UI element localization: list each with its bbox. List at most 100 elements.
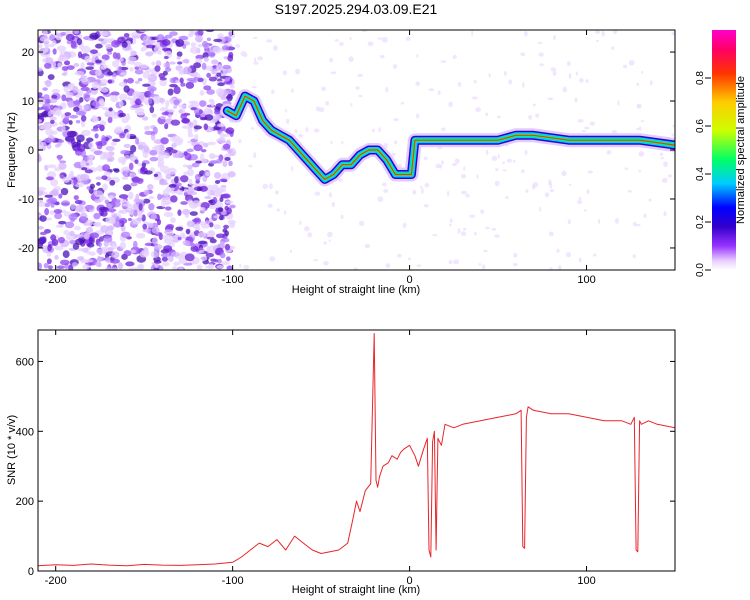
heatmap-cell bbox=[491, 228, 497, 231]
heatmap-cell bbox=[44, 208, 50, 216]
heatmap-cell bbox=[377, 37, 383, 40]
heatmap-cell bbox=[144, 125, 151, 130]
heatmap-cell bbox=[454, 158, 460, 164]
heatmap-cell bbox=[327, 231, 333, 238]
heatmap-cell bbox=[229, 222, 236, 229]
heatmap-cell bbox=[204, 65, 214, 71]
heatmap-cell bbox=[182, 164, 189, 168]
heatmap-cell bbox=[128, 162, 134, 171]
heatmap-cell bbox=[163, 152, 170, 159]
heatmap-cell bbox=[58, 236, 65, 244]
heatmap-cell bbox=[153, 267, 160, 270]
heatmap-cell bbox=[214, 180, 221, 184]
heatmap-cell bbox=[103, 171, 112, 176]
heatmap-cell bbox=[120, 231, 131, 238]
heatmap-cell bbox=[142, 198, 151, 204]
heatmap-cell bbox=[100, 65, 107, 70]
heatmap-cell bbox=[104, 199, 110, 204]
heatmap-cell bbox=[155, 60, 162, 67]
heatmap-cell bbox=[38, 201, 47, 208]
heatmap-cell bbox=[216, 72, 222, 77]
heatmap-cell bbox=[38, 189, 44, 197]
heatmap-cell bbox=[137, 77, 143, 82]
heatmap-cell bbox=[100, 225, 109, 233]
heatmap-cell bbox=[126, 96, 133, 101]
heatmap-cell bbox=[61, 94, 67, 102]
heatmap-cell bbox=[123, 32, 130, 38]
heatmap-cell bbox=[95, 261, 101, 267]
heatmap-cell bbox=[178, 35, 189, 41]
heatmap-cell bbox=[173, 99, 180, 106]
heatmap-cell bbox=[180, 175, 189, 183]
heatmap-cell bbox=[568, 183, 572, 187]
heatmap-cell bbox=[57, 62, 63, 68]
heatmap-cell bbox=[85, 97, 96, 101]
heatmap-cell bbox=[119, 209, 126, 214]
heatmap-cell bbox=[203, 123, 209, 131]
heatmap-cell bbox=[62, 250, 70, 259]
heatmap-cell bbox=[80, 119, 86, 128]
heatmap-cell bbox=[325, 101, 330, 106]
heatmap-cell bbox=[94, 69, 102, 76]
heatmap-cell bbox=[159, 77, 167, 81]
heatmap-cell bbox=[449, 218, 453, 224]
heatmap-cell bbox=[145, 51, 154, 57]
heatmap-cell bbox=[314, 191, 321, 196]
heatmap-cell bbox=[205, 171, 211, 177]
heatmap-cell bbox=[142, 71, 151, 79]
heatmap-cell bbox=[152, 145, 162, 151]
heatmap-cell bbox=[520, 52, 526, 57]
snr-ylabel: SNR (10 * v/v) bbox=[6, 415, 18, 485]
heatmap-cell bbox=[638, 151, 645, 157]
heatmap-cell bbox=[51, 88, 61, 94]
colorbar-tick-label: 0.2 bbox=[695, 215, 706, 229]
heatmap-cell bbox=[305, 127, 309, 133]
heatmap-cell bbox=[226, 265, 233, 270]
heatmap-cell bbox=[457, 227, 461, 234]
snr-panel: -200 -100 0 100 0 200 400 600 Height of straig… bbox=[6, 329, 676, 596]
heatmap-cell bbox=[95, 176, 103, 180]
heatmap-cell bbox=[89, 49, 98, 54]
heatmap-cell bbox=[101, 134, 106, 143]
heatmap-cell bbox=[253, 61, 259, 65]
heatmap-cell bbox=[38, 186, 47, 191]
heatmap-cell bbox=[173, 105, 178, 109]
heatmap-cell bbox=[38, 262, 43, 270]
x-tick-label: -100 bbox=[222, 575, 244, 587]
heatmap-cell bbox=[170, 195, 178, 203]
heatmap-cell bbox=[168, 61, 176, 65]
heatmap-cell bbox=[100, 78, 108, 84]
heatmap-cell bbox=[58, 56, 69, 62]
heatmap-cell bbox=[318, 107, 325, 113]
heatmap-cell bbox=[160, 116, 167, 120]
heatmap-cell bbox=[83, 105, 89, 111]
heatmap-cell bbox=[126, 77, 134, 84]
heatmap-cell bbox=[304, 226, 310, 232]
heatmap-cell bbox=[73, 63, 80, 67]
heatmap-cell bbox=[222, 64, 231, 70]
heatmap-cell bbox=[51, 188, 59, 197]
heatmap-cell bbox=[80, 159, 87, 167]
heatmap-cell bbox=[164, 170, 170, 175]
heatmap-cell bbox=[108, 107, 113, 112]
heatmap-cell bbox=[217, 207, 224, 213]
heatmap-cell bbox=[592, 253, 597, 257]
heatmap-cell bbox=[568, 73, 572, 79]
heatmap-cell bbox=[378, 127, 381, 133]
heatmap-cell bbox=[167, 113, 172, 118]
heatmap-cell bbox=[194, 173, 201, 181]
heatmap-cell bbox=[73, 177, 78, 186]
heatmap-cell bbox=[161, 256, 168, 262]
heatmap-cell bbox=[63, 85, 69, 93]
heatmap-cell bbox=[173, 176, 179, 184]
heatmap-cell bbox=[243, 52, 248, 58]
heatmap-cell bbox=[117, 262, 124, 270]
heatmap-cell bbox=[496, 115, 501, 119]
heatmap-cell bbox=[447, 190, 450, 196]
heatmap-cell bbox=[134, 69, 144, 75]
heatmap-cell bbox=[627, 189, 632, 193]
heatmap-cell bbox=[101, 175, 108, 180]
heatmap-cell bbox=[74, 234, 84, 239]
heatmap-cell bbox=[77, 88, 84, 97]
heatmap-cell bbox=[89, 148, 96, 152]
